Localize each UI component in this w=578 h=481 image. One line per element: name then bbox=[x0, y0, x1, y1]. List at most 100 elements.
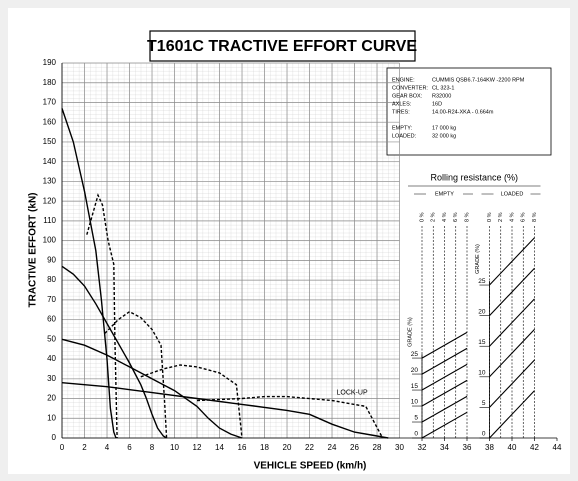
y-tick-label: 80 bbox=[47, 275, 56, 284]
curve bbox=[61, 338, 243, 439]
grade-tick-label: 15 bbox=[411, 383, 419, 390]
info-label: ENGINE: bbox=[392, 77, 415, 83]
x-tick-label: 18 bbox=[260, 443, 269, 452]
grade-tick-label: 10 bbox=[411, 399, 419, 406]
rolling-tick-label: 2 % bbox=[431, 212, 437, 222]
grade-line bbox=[489, 329, 535, 378]
grade-line bbox=[421, 411, 468, 439]
x-tick-label: 8 bbox=[150, 443, 155, 452]
curve bbox=[104, 310, 168, 439]
curve bbox=[61, 265, 167, 439]
x-axis-label: VEHICLE SPEED (km/h) bbox=[254, 461, 367, 472]
rolling-tick-label: 4 % bbox=[442, 212, 448, 222]
x-tick-label: 6 bbox=[127, 443, 132, 452]
x-tick-label: 24 bbox=[328, 443, 337, 452]
x-tick-label: 40 bbox=[508, 443, 517, 452]
x-tick-label: 38 bbox=[485, 443, 494, 452]
curve bbox=[86, 193, 118, 439]
x-tick-label: 2 bbox=[82, 443, 87, 452]
x-tick-label: 34 bbox=[440, 443, 449, 452]
y-tick-label: 40 bbox=[47, 354, 56, 363]
rolling-tick-label: 6 % bbox=[521, 212, 527, 222]
grade-line bbox=[421, 331, 468, 359]
x-tick-label: 4 bbox=[105, 443, 110, 452]
y-tick-label: 10 bbox=[47, 413, 56, 422]
grade-tick-label: 15 bbox=[478, 339, 486, 346]
grade-line bbox=[421, 363, 468, 391]
rolling-tick-label: 0 % bbox=[419, 212, 425, 222]
y-tick-label: 140 bbox=[43, 157, 57, 166]
x-tick-label: 0 bbox=[60, 443, 65, 452]
grade-tick-label: 0 bbox=[482, 431, 486, 438]
info-label: LOADED: bbox=[392, 133, 417, 139]
grade-tick-label: 10 bbox=[478, 370, 486, 377]
title-box bbox=[149, 30, 416, 62]
x-tick-label: 20 bbox=[283, 443, 292, 452]
grade-line bbox=[421, 347, 468, 375]
curve bbox=[61, 108, 117, 439]
info-label: GEAR BOX: bbox=[392, 93, 423, 99]
y-tick-label: 150 bbox=[43, 137, 57, 146]
grade-tick-label: 20 bbox=[478, 308, 486, 315]
info-value: CUMMIS QSB6.7-164KW -2200 RPM bbox=[432, 77, 525, 83]
rolling-tick-label: 2 % bbox=[498, 212, 504, 222]
grade-tick-label: 20 bbox=[411, 367, 419, 374]
info-label: CONVERTER: bbox=[392, 85, 428, 91]
grade-tick-label: 25 bbox=[411, 351, 419, 358]
annotation: LOCK-UP bbox=[337, 389, 368, 396]
x-tick-label: 30 bbox=[395, 443, 404, 452]
curve bbox=[196, 395, 384, 439]
grade-line bbox=[489, 298, 535, 347]
y-tick-label: 0 bbox=[52, 433, 57, 442]
x-tick-label: 42 bbox=[530, 443, 539, 452]
x-tick-label: 10 bbox=[170, 443, 179, 452]
grade-label: GRADE (%) bbox=[407, 317, 413, 347]
x-tick-label: 14 bbox=[215, 443, 224, 452]
x-tick-label: 26 bbox=[350, 443, 359, 452]
y-tick-label: 170 bbox=[43, 98, 57, 107]
info-label: EMPTY: bbox=[392, 125, 413, 131]
grade-tick-label: 5 bbox=[482, 400, 486, 407]
grade-line bbox=[489, 359, 535, 408]
y-tick-label: 70 bbox=[47, 295, 56, 304]
rolling-tick-label: 8 % bbox=[532, 212, 538, 222]
info-label: AXLES: bbox=[392, 101, 412, 107]
curve bbox=[140, 364, 243, 439]
y-tick-label: 30 bbox=[47, 374, 56, 383]
info-value: 32 000 kg bbox=[432, 133, 456, 139]
info-box bbox=[386, 67, 552, 156]
y-tick-label: 100 bbox=[43, 236, 57, 245]
y-tick-label: 60 bbox=[47, 315, 56, 324]
rolling-tick-label: 8 % bbox=[464, 212, 470, 222]
info-label: TIRES: bbox=[392, 109, 410, 115]
y-tick-label: 110 bbox=[43, 216, 56, 225]
info-value: 16D bbox=[432, 101, 442, 107]
rolling-tick-label: 0 % bbox=[487, 212, 493, 222]
grade-line bbox=[421, 395, 468, 423]
y-tick-label: 120 bbox=[43, 196, 57, 205]
y-tick-label: 180 bbox=[43, 78, 57, 87]
grade-tick-label: 5 bbox=[414, 415, 418, 422]
nomogram-label: LOADED bbox=[501, 191, 524, 197]
y-tick-label: 160 bbox=[43, 117, 57, 126]
x-tick-label: 44 bbox=[553, 443, 562, 452]
grade-tick-label: 0 bbox=[414, 431, 418, 438]
info-value: CL 323-1 bbox=[432, 85, 454, 91]
y-tick-label: 90 bbox=[47, 255, 56, 264]
grade-tick-label: 25 bbox=[478, 278, 486, 285]
y-tick-label: 50 bbox=[47, 334, 56, 343]
grade-line bbox=[421, 379, 468, 407]
chart-title: T1601C TRACTIVE EFFORT CURVE bbox=[147, 38, 417, 55]
grade-line bbox=[489, 267, 535, 316]
info-value: 14.00-R24-XKA - 0.664m bbox=[432, 109, 494, 115]
grade-line bbox=[489, 237, 535, 286]
y-tick-label: 130 bbox=[43, 177, 57, 186]
y-tick-label: 20 bbox=[47, 394, 56, 403]
x-tick-label: 36 bbox=[463, 443, 472, 452]
grade-label: GRADE (%) bbox=[475, 244, 481, 274]
nomogram-label: EMPTY bbox=[435, 191, 454, 197]
grade-line bbox=[489, 390, 535, 439]
x-tick-label: 28 bbox=[373, 443, 382, 452]
curve bbox=[61, 382, 389, 439]
